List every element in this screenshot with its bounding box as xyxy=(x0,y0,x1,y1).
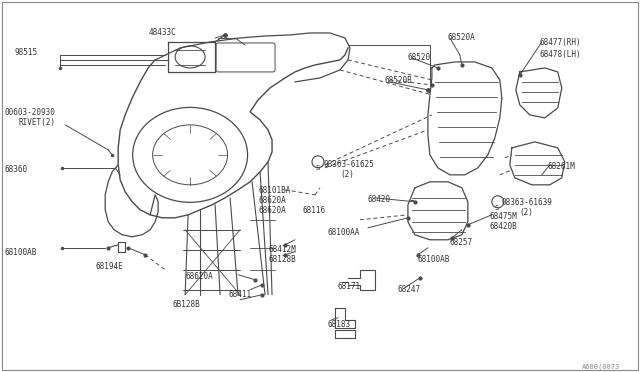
Text: 68257: 68257 xyxy=(450,238,473,247)
Text: 68247: 68247 xyxy=(398,285,421,294)
Text: 68100AB: 68100AB xyxy=(4,248,36,257)
Text: 68620A: 68620A xyxy=(258,196,286,205)
Text: 68411: 68411 xyxy=(228,290,252,299)
Text: 68620A: 68620A xyxy=(185,272,213,281)
Text: 6B128B: 6B128B xyxy=(172,300,200,309)
Text: 68360: 68360 xyxy=(4,165,28,174)
Text: 68520A: 68520A xyxy=(448,33,476,42)
Text: 68116: 68116 xyxy=(302,206,325,215)
Text: 68420B: 68420B xyxy=(490,222,518,231)
Text: 68478(LH): 68478(LH) xyxy=(540,50,581,59)
Text: 68520B: 68520B xyxy=(385,76,413,85)
Text: 68100AA: 68100AA xyxy=(328,228,360,237)
Text: S: S xyxy=(315,165,319,171)
Text: 68620A: 68620A xyxy=(258,206,286,215)
Text: 68477(RH): 68477(RH) xyxy=(540,38,581,47)
Text: 08363-61625: 08363-61625 xyxy=(324,160,375,169)
Text: RIVET(2): RIVET(2) xyxy=(19,118,55,127)
Text: (2): (2) xyxy=(340,170,354,179)
Text: 68261M: 68261M xyxy=(548,162,575,171)
Text: S: S xyxy=(495,205,499,211)
Text: 98515: 98515 xyxy=(14,48,37,57)
Text: 48433C: 48433C xyxy=(148,28,176,37)
Text: A680(0073: A680(0073 xyxy=(582,364,620,370)
Text: 08363-61639: 08363-61639 xyxy=(502,198,553,207)
Text: 68194E: 68194E xyxy=(95,262,123,271)
Text: 68412M: 68412M xyxy=(268,245,296,254)
Text: 68101BA: 68101BA xyxy=(258,186,291,195)
Text: 68128B: 68128B xyxy=(268,255,296,264)
Text: 68475M: 68475M xyxy=(490,212,518,221)
Text: 68183: 68183 xyxy=(328,320,351,329)
Text: (2): (2) xyxy=(520,208,534,217)
Text: 68420: 68420 xyxy=(368,195,391,204)
Text: 68520: 68520 xyxy=(408,53,431,62)
Text: 68171: 68171 xyxy=(338,282,361,291)
Text: 00603-20930: 00603-20930 xyxy=(4,108,55,117)
Text: 68100AB: 68100AB xyxy=(418,255,451,264)
